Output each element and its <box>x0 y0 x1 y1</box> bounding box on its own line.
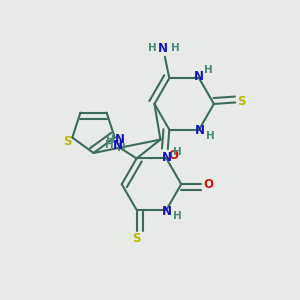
Text: O: O <box>203 178 213 191</box>
Text: N: N <box>158 42 168 55</box>
Text: S: S <box>238 95 246 108</box>
Text: H: H <box>105 140 113 150</box>
Text: H: H <box>106 135 115 145</box>
Text: H: H <box>117 143 126 153</box>
Text: N: N <box>113 139 123 152</box>
Text: N: N <box>194 70 204 83</box>
Text: H: H <box>173 212 182 221</box>
Text: N: N <box>115 133 125 146</box>
Text: S: S <box>64 135 72 148</box>
Text: H: H <box>204 65 213 75</box>
Text: O: O <box>168 149 178 162</box>
Text: N: N <box>162 151 172 164</box>
Text: N: N <box>162 205 172 218</box>
Text: S: S <box>132 232 141 245</box>
Text: H: H <box>206 131 215 141</box>
Text: N: N <box>195 124 205 137</box>
Text: H: H <box>171 44 180 53</box>
Text: H: H <box>173 147 182 157</box>
Text: H: H <box>148 44 157 53</box>
